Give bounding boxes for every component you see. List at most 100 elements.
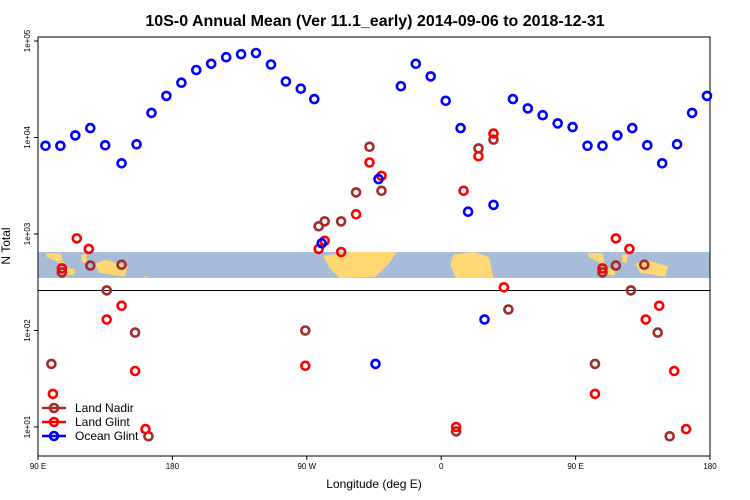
point-ocean-glint [40,140,51,152]
point-land-glint [299,360,311,372]
point-ocean-glint [597,140,608,152]
point-ocean-glint [191,64,202,76]
point-land-glint [624,243,635,255]
y-tick-label: 1e+04 [23,126,32,149]
map-land-7 [587,253,606,267]
series-land-glint [47,128,692,435]
point-land-glint [498,281,510,293]
point-ocean-glint [235,48,247,60]
point-ocean-glint [537,109,549,121]
point-land-nadir [364,141,375,153]
point-land-nadir [56,267,68,278]
map-land-6 [450,252,494,278]
map-land-5 [323,252,397,278]
point-ocean-glint [205,58,217,70]
point-ocean-glint [671,139,683,150]
world-map-band [38,252,710,291]
data-points [40,47,713,442]
legend-marker-ocean-glint [48,430,60,442]
point-ocean-glint [612,130,623,141]
point-ocean-glint [410,58,422,70]
map-land-3 [94,259,128,277]
point-ocean-glint [582,140,593,152]
map-land-9 [621,254,628,264]
point-land-nadir [101,285,112,296]
point-ocean-glint [656,158,668,169]
y-tick-label: 1e+05 [23,29,32,52]
y-tick-label: 1e+01 [23,415,32,438]
series-land-nadir [46,134,676,442]
legend-label-ocean-glint: Ocean Glint [75,429,139,443]
point-land-glint [83,243,95,255]
point-land-nadir [335,216,347,227]
point-ocean-glint [250,47,262,59]
point-land-nadir [319,216,331,227]
point-ocean-glint [507,93,519,105]
point-ocean-glint [146,107,157,119]
point-land-nadir [350,187,362,198]
point-land-glint [653,300,665,312]
x-tick-label: 180 [166,462,180,471]
point-ocean-glint [220,51,232,63]
point-land-glint [488,128,499,139]
point-ocean-glint [626,122,638,134]
point-land-glint [473,150,484,162]
series-ocean-glint [40,47,713,370]
point-ocean-glint [176,77,187,88]
point-land-nadir [116,259,127,271]
point-land-glint [56,263,68,274]
point-ocean-glint [373,173,384,185]
point-ocean-glint [308,93,320,105]
point-ocean-glint [265,59,277,70]
x-tick-label: 90 E [30,462,46,471]
point-ocean-glint [479,314,490,325]
point-land-glint [101,314,112,325]
point-land-glint [364,157,375,168]
point-ocean-glint [552,118,564,129]
point-ocean-glint [131,139,142,150]
point-ocean-glint [85,122,96,134]
point-ocean-glint [686,107,698,119]
point-land-nadir [85,260,96,271]
point-ocean-glint [567,121,578,133]
point-land-nadir [129,327,141,338]
point-ocean-glint [425,71,437,82]
map-land-2 [81,254,88,264]
x-axis-label: Longitude (deg E) [326,477,421,491]
point-land-glint [47,388,59,400]
point-ocean-glint [701,90,713,102]
point-land-nadir [625,285,637,296]
y-tick-label: 1e+02 [23,319,32,342]
point-land-nadir [376,185,387,197]
point-land-glint [597,263,608,274]
point-ocean-glint [280,76,292,87]
map-land-4 [142,275,149,278]
x-tick-label: 0 [439,462,444,471]
legend-label-land-glint: Land Glint [75,415,130,429]
point-land-nadir [638,259,650,271]
point-ocean-glint [316,238,328,249]
x-tick-label: 90 W [297,462,316,471]
point-land-nadir [488,134,499,145]
point-land-glint [140,423,151,435]
point-land-nadir [589,358,601,370]
x-tick-label: 180 [703,462,717,471]
point-ocean-glint [522,103,534,114]
point-land-glint [129,365,141,377]
x-tick-label: 90 E [567,462,583,471]
point-ocean-glint [488,199,499,211]
point-ocean-glint [161,90,172,102]
point-ocean-glint [370,358,381,370]
point-land-nadir [664,430,676,442]
legend-marker-land-nadir [48,402,60,414]
point-ocean-glint [641,140,653,151]
point-land-glint [458,185,469,197]
plot-frame [37,36,711,457]
point-land-glint [450,421,462,433]
point-land-glint [640,314,652,325]
point-land-glint [71,233,83,244]
map-land-10 [635,259,669,277]
point-land-nadir [503,304,514,315]
point-land-glint [350,209,362,220]
